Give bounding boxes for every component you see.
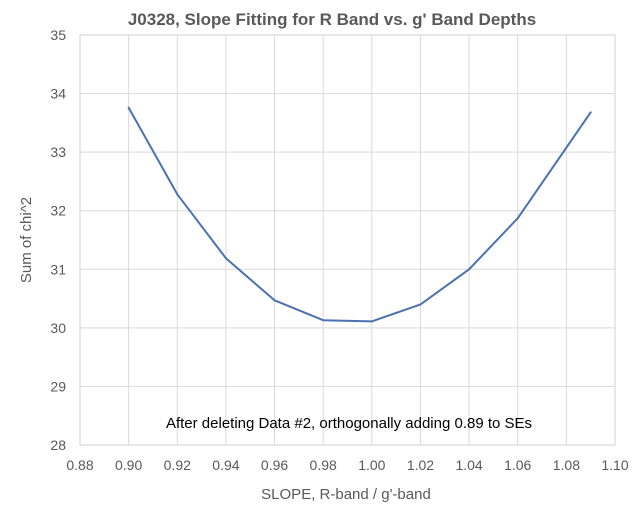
x-tick-label: 1.10 <box>601 457 628 473</box>
series-line <box>127 107 592 323</box>
series-group <box>127 106 592 323</box>
x-tick-label: 1.08 <box>553 457 580 473</box>
y-tick-label: 33 <box>50 144 66 160</box>
chart-title: J0328, Slope Fitting for R Band vs. g' B… <box>128 10 536 29</box>
x-tick-label: 1.06 <box>504 457 531 473</box>
x-tick-label: 0.94 <box>212 457 239 473</box>
data-point <box>419 303 422 306</box>
x-tick-labels: 0.88 0.90 0.92 0.94 0.96 0.98 1.00 1.02 1.04 1.06… <box>66 457 628 473</box>
x-tick-label: 0.88 <box>66 457 93 473</box>
x-tick-label: 0.98 <box>310 457 337 473</box>
plot-border <box>79 34 616 446</box>
data-point <box>224 257 227 260</box>
data-point <box>322 319 325 322</box>
x-tick-label: 0.96 <box>261 457 288 473</box>
x-tick-label: 1.02 <box>407 457 434 473</box>
x-axis-label: SLOPE, R-band / g'-band <box>261 486 431 503</box>
data-point <box>370 320 373 323</box>
x-tick-label: 1.04 <box>455 457 482 473</box>
data-point <box>468 268 471 271</box>
data-point <box>127 106 130 109</box>
y-tick-label: 30 <box>50 320 66 336</box>
grid <box>79 34 616 446</box>
y-tick-label: 35 <box>50 27 66 43</box>
y-tick-label: 29 <box>50 378 66 394</box>
data-point <box>589 111 592 114</box>
y-tick-label: 31 <box>50 261 66 277</box>
x-tick-label: 0.92 <box>164 457 191 473</box>
data-point <box>516 217 519 220</box>
y-tick-label: 32 <box>50 203 66 219</box>
y-tick-label: 28 <box>50 437 66 453</box>
y-tick-label: 34 <box>50 86 66 102</box>
x-tick-label: 1.00 <box>358 457 385 473</box>
chart-annotation: After deleting Data #2, orthogonally add… <box>166 415 532 432</box>
data-point <box>273 299 276 302</box>
x-tick-label: 0.90 <box>115 457 142 473</box>
data-point <box>176 193 179 196</box>
y-axis-label: Sum of chi^2 <box>18 197 35 283</box>
y-tick-labels: 28 29 30 31 32 33 34 35 <box>50 27 66 453</box>
